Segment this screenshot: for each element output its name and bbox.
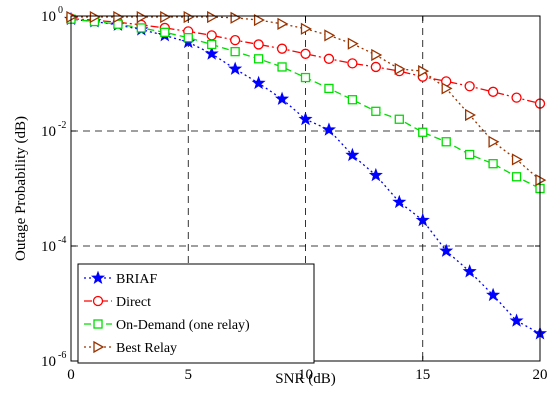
y-axis-title: Outage Probability (dB)	[13, 116, 29, 261]
briaf-point	[345, 147, 360, 162]
briaf-point	[228, 61, 243, 75]
series-best-relay	[66, 10, 547, 187]
on-demand-one-relay-point	[511, 172, 522, 182]
legend-best-relay-point	[93, 340, 105, 354]
best-relay-point	[207, 10, 219, 24]
series-line-direct	[70, 17, 541, 105]
direct-point	[323, 53, 335, 64]
direct-point	[300, 48, 311, 59]
y-tick-label-exponent: 0	[58, 5, 63, 16]
briaf-point	[321, 122, 336, 136]
briaf-point	[204, 46, 219, 60]
x-tick-label: 5	[185, 367, 193, 383]
briaf-point	[251, 75, 266, 90]
best-relay-point	[113, 10, 125, 24]
direct-point	[487, 86, 499, 97]
y-tick-label: 10 -4	[41, 235, 66, 255]
x-tick-label: 0	[67, 367, 75, 383]
on-demand-one-relay-point	[441, 137, 451, 147]
legend-on-demand-one-relay-point	[93, 319, 103, 329]
direct-point	[253, 39, 264, 50]
y-tick-label-base: 10	[41, 354, 56, 370]
on-demand-one-relay-point	[418, 127, 428, 137]
y-tick-label-base: 10	[41, 239, 56, 255]
on-demand-one-relay-point	[230, 46, 240, 57]
y-tick-label-base: 10	[41, 124, 56, 140]
best-relay-point	[277, 17, 289, 30]
direct-point	[229, 35, 241, 46]
grid-lines	[71, 16, 540, 361]
on-demand-one-relay-point	[347, 95, 358, 105]
on-demand-one-relay-point	[253, 54, 264, 64]
briaf-point	[392, 194, 407, 209]
x-tick-label: 15	[415, 367, 430, 383]
x-tick-label: 20	[533, 367, 548, 383]
best-relay-point	[230, 11, 242, 24]
briaf-point	[486, 287, 501, 302]
briaf-point	[439, 243, 454, 257]
best-relay-point	[464, 108, 476, 122]
y-tick-label: 10 -2	[41, 120, 66, 140]
y-tick-label-exponent: -4	[58, 235, 66, 246]
on-demand-one-relay-point	[464, 149, 475, 160]
on-demand-one-relay-point	[488, 159, 498, 169]
best-relay-point	[441, 82, 453, 95]
briaf-point	[415, 212, 430, 227]
best-relay-point	[418, 65, 430, 78]
legend: BRIAF Direct On-Demand (one relay) Best Rel…	[77, 263, 315, 364]
y-tick-label: 10 0	[41, 5, 63, 25]
legend-label: Direct	[116, 295, 151, 310]
briaf-point	[509, 313, 524, 327]
best-relay-point	[488, 135, 500, 148]
best-relay-point	[136, 10, 148, 24]
best-relay-point	[253, 13, 265, 27]
direct-point	[511, 92, 522, 103]
y-tick-label: 10 -6	[41, 350, 66, 370]
direct-point	[370, 61, 382, 73]
on-demand-one-relay-point	[277, 62, 287, 72]
on-demand-one-relay-point	[300, 72, 311, 83]
x-tick-label: 10	[298, 367, 313, 383]
briaf-point	[462, 264, 477, 278]
best-relay-point	[394, 62, 406, 76]
on-demand-one-relay-point	[183, 33, 193, 43]
direct-point	[347, 58, 358, 69]
best-relay-point	[371, 48, 383, 62]
y-tick-label-exponent: -6	[58, 350, 66, 361]
best-relay-point	[511, 153, 523, 166]
briaf-point	[275, 91, 290, 105]
y-tick-label-exponent: -2	[58, 120, 66, 131]
on-demand-one-relay-point	[160, 27, 170, 37]
direct-point	[464, 81, 475, 92]
direct-point	[206, 30, 217, 41]
briaf-point	[298, 111, 313, 126]
legend-label: BRIAF	[116, 272, 157, 287]
legend-box	[77, 263, 315, 364]
legend-entry-direct: Direct	[84, 295, 151, 310]
series-layer	[63, 10, 548, 340]
direct-point	[276, 43, 288, 54]
on-demand-one-relay-point	[207, 39, 217, 50]
legend-entry-briaf: BRIAF	[84, 270, 157, 287]
legend-direct-point	[92, 295, 104, 307]
on-demand-one-relay-point	[136, 23, 147, 33]
on-demand-one-relay-point	[324, 83, 334, 94]
legend-briaf-point	[90, 270, 106, 284]
y-tick-label-base: 10	[41, 9, 56, 25]
x-axis-title: SNR (dB)	[275, 371, 335, 387]
on-demand-one-relay-point	[371, 106, 381, 116]
on-demand-one-relay-point	[394, 114, 404, 124]
legend-label: On-Demand (one relay)	[116, 318, 250, 333]
best-relay-point	[160, 10, 172, 24]
legend-label: Best Relay	[116, 341, 177, 356]
best-relay-point	[300, 22, 312, 35]
legend-entry-on-demand-one-relay: On-Demand (one relay)	[84, 318, 250, 333]
briaf-point	[368, 167, 383, 182]
legend-entry-best-relay: Best Relay	[84, 340, 177, 356]
best-relay-point	[324, 29, 336, 42]
best-relay-point	[347, 37, 359, 50]
best-relay-point	[89, 10, 101, 24]
